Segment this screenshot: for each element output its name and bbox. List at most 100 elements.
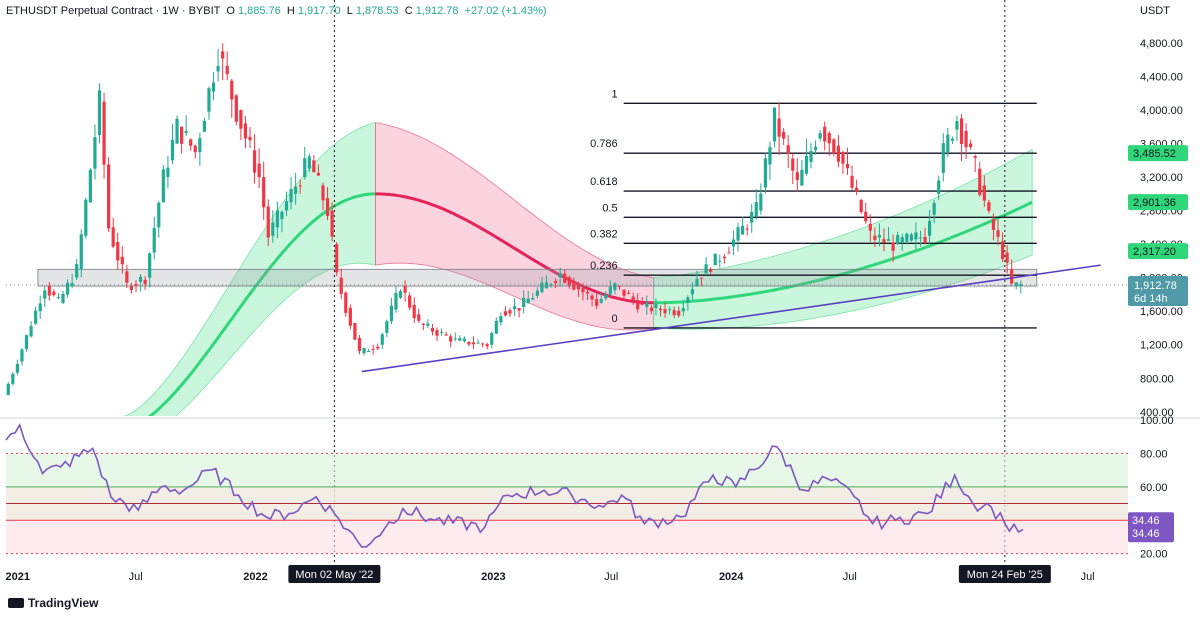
candle-body bbox=[595, 299, 599, 306]
candle-body bbox=[79, 234, 83, 270]
candle-body bbox=[394, 292, 398, 310]
candle-body bbox=[540, 282, 544, 293]
rsi-line bbox=[5, 423, 1024, 548]
candle-body bbox=[339, 277, 343, 294]
candle-body bbox=[111, 227, 115, 247]
x-tick-label: Jul bbox=[843, 571, 857, 583]
candle-body bbox=[61, 293, 65, 303]
candle-body bbox=[731, 239, 736, 247]
candle-body bbox=[631, 296, 635, 301]
candle-body bbox=[353, 322, 357, 340]
candle-body bbox=[791, 158, 795, 171]
candle-body bbox=[52, 291, 56, 296]
candle-body bbox=[836, 145, 840, 162]
candle-body bbox=[896, 235, 900, 245]
candle-body bbox=[590, 295, 594, 300]
candle-body bbox=[152, 228, 156, 253]
candle-body bbox=[262, 177, 266, 208]
candle-body bbox=[84, 199, 88, 236]
candle-body bbox=[622, 289, 626, 296]
candle-body bbox=[230, 80, 234, 100]
x-tick-label: Jul bbox=[604, 571, 618, 583]
candle-body bbox=[485, 344, 489, 347]
candle-body bbox=[376, 346, 380, 349]
candle-body bbox=[722, 256, 726, 259]
candle-body bbox=[713, 253, 717, 266]
candle-body bbox=[107, 164, 111, 229]
candle-body bbox=[1000, 241, 1005, 260]
candle-body bbox=[97, 90, 102, 136]
rsi-value-text: 34.46 bbox=[1132, 515, 1160, 527]
y-tick-label: 4,000.00 bbox=[1140, 105, 1183, 117]
candle-body bbox=[608, 286, 612, 295]
candle-body bbox=[116, 242, 120, 261]
rsi-y-tick-label: 60.00 bbox=[1140, 482, 1168, 494]
candle-body bbox=[823, 126, 827, 142]
candle-body bbox=[271, 222, 275, 236]
chart-header: ETHUSDT Perpetual Contract · 1W · BYBIT … bbox=[6, 5, 550, 17]
candle-body bbox=[754, 202, 758, 217]
candle-body bbox=[366, 351, 371, 353]
symbol-title: ETHUSDT Perpetual Contract · 1W · BYBIT bbox=[6, 5, 221, 17]
y-tick-label: 800.00 bbox=[1140, 373, 1174, 385]
tradingview-logo[interactable]: TradingView bbox=[8, 596, 98, 610]
support-zone bbox=[37, 268, 1038, 287]
candle-body bbox=[266, 206, 270, 238]
candle-body bbox=[417, 314, 421, 321]
candle-body bbox=[179, 126, 184, 144]
candle-body bbox=[526, 298, 530, 304]
candle-body bbox=[316, 172, 321, 176]
candle-body bbox=[645, 302, 649, 308]
candle-body bbox=[75, 264, 79, 278]
candle-body bbox=[864, 211, 868, 222]
candle-body bbox=[380, 334, 384, 345]
candle-body bbox=[289, 188, 293, 203]
candle-body bbox=[955, 120, 959, 130]
fib-level-label: 0.786 bbox=[590, 138, 618, 150]
candle-body bbox=[567, 277, 571, 286]
candle-body bbox=[882, 239, 886, 243]
candle-body bbox=[34, 310, 38, 324]
main-pane bbox=[6, 43, 1128, 416]
candle-body bbox=[873, 235, 877, 240]
candle-body bbox=[522, 297, 526, 308]
candle-body bbox=[243, 123, 248, 139]
candle-body bbox=[6, 383, 10, 396]
y-unit-label: USDT bbox=[1140, 5, 1170, 17]
candle-body bbox=[909, 234, 913, 241]
fib-level-label: 0.382 bbox=[590, 228, 618, 240]
band-green-1-midline bbox=[147, 192, 376, 416]
candle-body bbox=[868, 223, 872, 231]
fib-level-label: 0.236 bbox=[590, 260, 618, 272]
price-label-box bbox=[1128, 194, 1188, 211]
vertical-marker-label: Mon 24 Feb '25 bbox=[967, 569, 1043, 581]
candle-body bbox=[430, 327, 435, 332]
candle-body bbox=[499, 316, 503, 323]
x-tick-label: 2022 bbox=[243, 571, 267, 583]
candle-body bbox=[850, 175, 854, 188]
candle-body bbox=[563, 273, 567, 283]
close-label: C bbox=[404, 5, 413, 17]
candle-body bbox=[490, 333, 494, 345]
candle-body bbox=[166, 167, 170, 178]
candle-body bbox=[412, 304, 416, 319]
candle-body bbox=[964, 130, 968, 148]
open-label: O bbox=[226, 5, 235, 17]
candle-body bbox=[768, 147, 772, 165]
candle-body bbox=[932, 203, 936, 215]
candle-body bbox=[740, 225, 745, 235]
candle-body bbox=[654, 304, 658, 309]
candle-body bbox=[344, 292, 348, 313]
candle-body bbox=[189, 139, 193, 146]
candle-body bbox=[1010, 269, 1014, 284]
price-label-text: 2,901.36 bbox=[1133, 197, 1176, 209]
candle-body bbox=[695, 279, 699, 287]
candle-body bbox=[298, 185, 302, 187]
candle-body bbox=[859, 199, 863, 213]
change-value: +27.02 (+1.43%) bbox=[464, 5, 547, 17]
x-tick-label: 2023 bbox=[481, 571, 505, 583]
candle-body bbox=[991, 219, 996, 230]
fib-level-label: 0.618 bbox=[590, 176, 618, 188]
candle-body bbox=[467, 341, 471, 345]
